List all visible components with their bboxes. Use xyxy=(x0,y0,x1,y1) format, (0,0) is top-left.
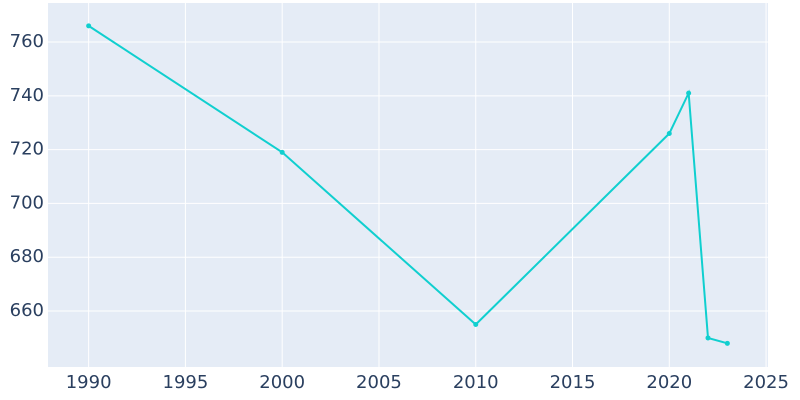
plot-area xyxy=(48,3,768,367)
x-tick-label: 2000 xyxy=(259,372,305,393)
x-tick-label: 2020 xyxy=(646,372,692,393)
x-tick-label: 1990 xyxy=(66,372,112,393)
point xyxy=(705,335,711,341)
y-tick-label: 660 xyxy=(10,300,44,321)
point xyxy=(686,90,692,96)
point xyxy=(473,321,479,327)
x-tick-label: 2010 xyxy=(453,372,499,393)
x-tick-label: 2015 xyxy=(550,372,596,393)
y-tick-label: 760 xyxy=(10,31,44,52)
y-tick-label: 700 xyxy=(10,192,44,213)
point xyxy=(724,340,730,346)
x-tick-label: 2005 xyxy=(356,372,402,393)
point xyxy=(86,23,92,29)
y-tick-label: 720 xyxy=(10,139,44,160)
point xyxy=(666,130,672,136)
y-tick-label: 740 xyxy=(10,85,44,106)
x-tick-label: 1995 xyxy=(163,372,209,393)
y-tick-label: 680 xyxy=(10,246,44,267)
x-tick-label: 2025 xyxy=(743,372,789,393)
point xyxy=(279,149,285,155)
